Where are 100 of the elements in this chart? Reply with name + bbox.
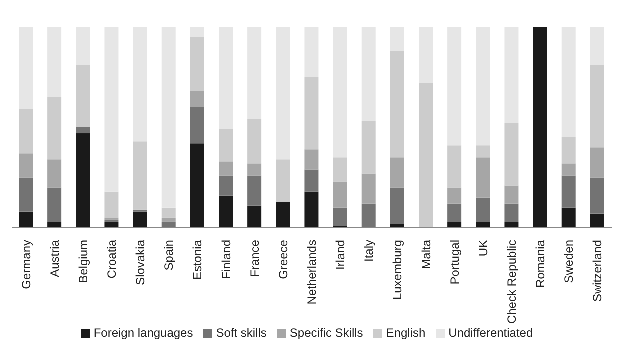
bar (590, 65, 604, 148)
bar (19, 154, 33, 178)
bar (504, 186, 519, 204)
bar (333, 182, 348, 208)
bar (362, 204, 376, 228)
x-tick-label: Luxemburg (390, 240, 405, 300)
bar (504, 222, 519, 228)
x-tick-label: Croatia (105, 240, 119, 279)
x-tick-label: Germany (19, 240, 34, 290)
bar (562, 176, 576, 208)
x-tick-label: France (248, 240, 262, 278)
bar (362, 174, 376, 204)
bar (390, 51, 404, 158)
bar (448, 222, 462, 228)
bar (190, 107, 204, 144)
x-tick-label: Switzerland (590, 240, 605, 302)
legend-label: Soft skills (216, 326, 267, 340)
bar (476, 198, 490, 222)
bar (190, 27, 204, 38)
bar (76, 65, 90, 128)
bar (562, 27, 576, 138)
x-tick-label: Belgium (76, 240, 90, 284)
bar (304, 27, 319, 78)
bar (104, 222, 119, 228)
bar (476, 27, 490, 146)
bar (590, 214, 604, 228)
bar (304, 170, 319, 192)
bar (448, 146, 462, 188)
x-tick-label: Greece (276, 240, 290, 280)
bar (476, 158, 490, 198)
bar (276, 202, 290, 228)
bar (76, 134, 90, 228)
bar (533, 27, 548, 228)
bar (304, 150, 319, 170)
bar (476, 146, 490, 158)
bar (590, 27, 604, 66)
x-tick-label: Check Republic (505, 240, 519, 324)
bar (133, 27, 148, 142)
bar (304, 192, 319, 228)
bar (248, 27, 262, 120)
x-tick-label: Finland (219, 240, 234, 280)
bar (448, 204, 462, 222)
bar (562, 164, 576, 176)
bar (133, 212, 148, 228)
bar (219, 196, 233, 228)
bar (162, 27, 176, 208)
bar (19, 178, 33, 212)
x-tick-label: Spain (162, 240, 176, 271)
bar (19, 27, 33, 110)
bar (362, 27, 376, 122)
bar (104, 27, 119, 192)
legend-label: Undifferentiated (448, 326, 534, 340)
bar (390, 27, 404, 52)
legend-label: English (386, 326, 426, 340)
bar (562, 138, 576, 164)
bar (333, 27, 348, 158)
bar (19, 212, 33, 228)
bar (190, 91, 204, 108)
bar (276, 160, 290, 202)
bar (590, 148, 604, 178)
bar (48, 188, 62, 222)
bar (248, 206, 262, 228)
bar (76, 128, 90, 134)
x-tick-label: Irland (334, 240, 348, 270)
x-tick-label: UK (476, 240, 490, 257)
bar (590, 178, 604, 214)
bar (504, 123, 519, 186)
bar (248, 164, 262, 176)
x-tick-label: Estonia (190, 240, 205, 280)
bar (333, 158, 348, 182)
bar (219, 130, 233, 162)
bar (248, 119, 262, 164)
bar (48, 160, 62, 188)
bar (448, 188, 462, 204)
bar (104, 192, 119, 218)
bar (190, 144, 204, 228)
bar (219, 162, 233, 176)
bar (390, 158, 404, 188)
bar (562, 208, 576, 228)
bar (504, 27, 519, 124)
x-tick-label: Austria (48, 240, 62, 278)
bar (419, 83, 433, 228)
bar (48, 27, 62, 98)
bar (133, 142, 148, 210)
x-tick-label: Slovakia (134, 240, 148, 286)
x-tick-label: Italy (362, 240, 376, 262)
legend-label: Foreign languages (94, 326, 194, 340)
x-tick-label: Romania (534, 240, 548, 288)
x-tick-label: Malta (419, 240, 434, 270)
bar (362, 121, 376, 174)
bar (248, 176, 262, 206)
x-tick-label: Sweden (562, 240, 576, 284)
bar (448, 27, 462, 146)
legend-label: Specific Skills (290, 326, 364, 340)
x-tick-label: Portugal (448, 240, 462, 285)
bar (476, 222, 490, 228)
bar (304, 77, 319, 150)
bar (276, 27, 290, 160)
bar (419, 27, 433, 84)
bar (19, 109, 33, 154)
